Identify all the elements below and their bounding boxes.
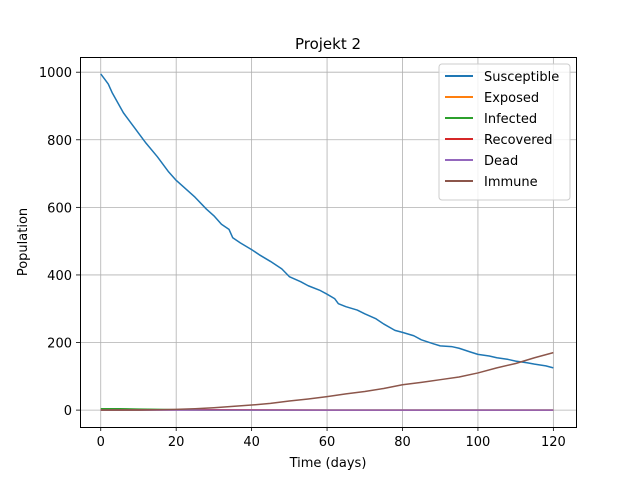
y-axis-title: Population [16,208,31,276]
x-tick-label: 40 [243,435,260,450]
legend-label-susceptible: Susceptible [484,70,559,85]
series-line-susceptible [100,73,554,369]
axis-ticks: 0 20 40 60 80 100 120 0 200 400 600 800 1000 [39,66,566,450]
y-tick-label: 400 [47,269,72,284]
x-tick-label: 120 [541,435,566,450]
legend-label-immune: Immune [484,175,538,190]
y-tick-label: 600 [47,201,72,216]
legend: Susceptible Exposed Infected Recovered Dead I… [438,63,571,201]
x-tick-label: 0 [97,435,105,450]
plot-frame [80,57,577,428]
y-tick-label: 1000 [39,66,72,81]
x-tick-label: 80 [394,435,411,450]
legend-label-infected: Infected [484,112,537,127]
series-line-immune [100,351,554,411]
x-tick-label: 20 [168,435,185,450]
chart-title: Projekt 2 [295,35,361,53]
series-lines [100,73,554,411]
y-tick-label: 200 [47,337,72,352]
legend-label-dead: Dead [484,154,518,169]
x-axis-title: Time (days) [289,456,367,471]
x-tick-label: 60 [319,435,336,450]
y-tick-label: 0 [64,404,72,419]
legend-label-recovered: Recovered [484,133,553,148]
x-tick-label: 100 [466,435,491,450]
y-tick-label: 800 [47,134,72,149]
legend-label-exposed: Exposed [484,91,539,106]
